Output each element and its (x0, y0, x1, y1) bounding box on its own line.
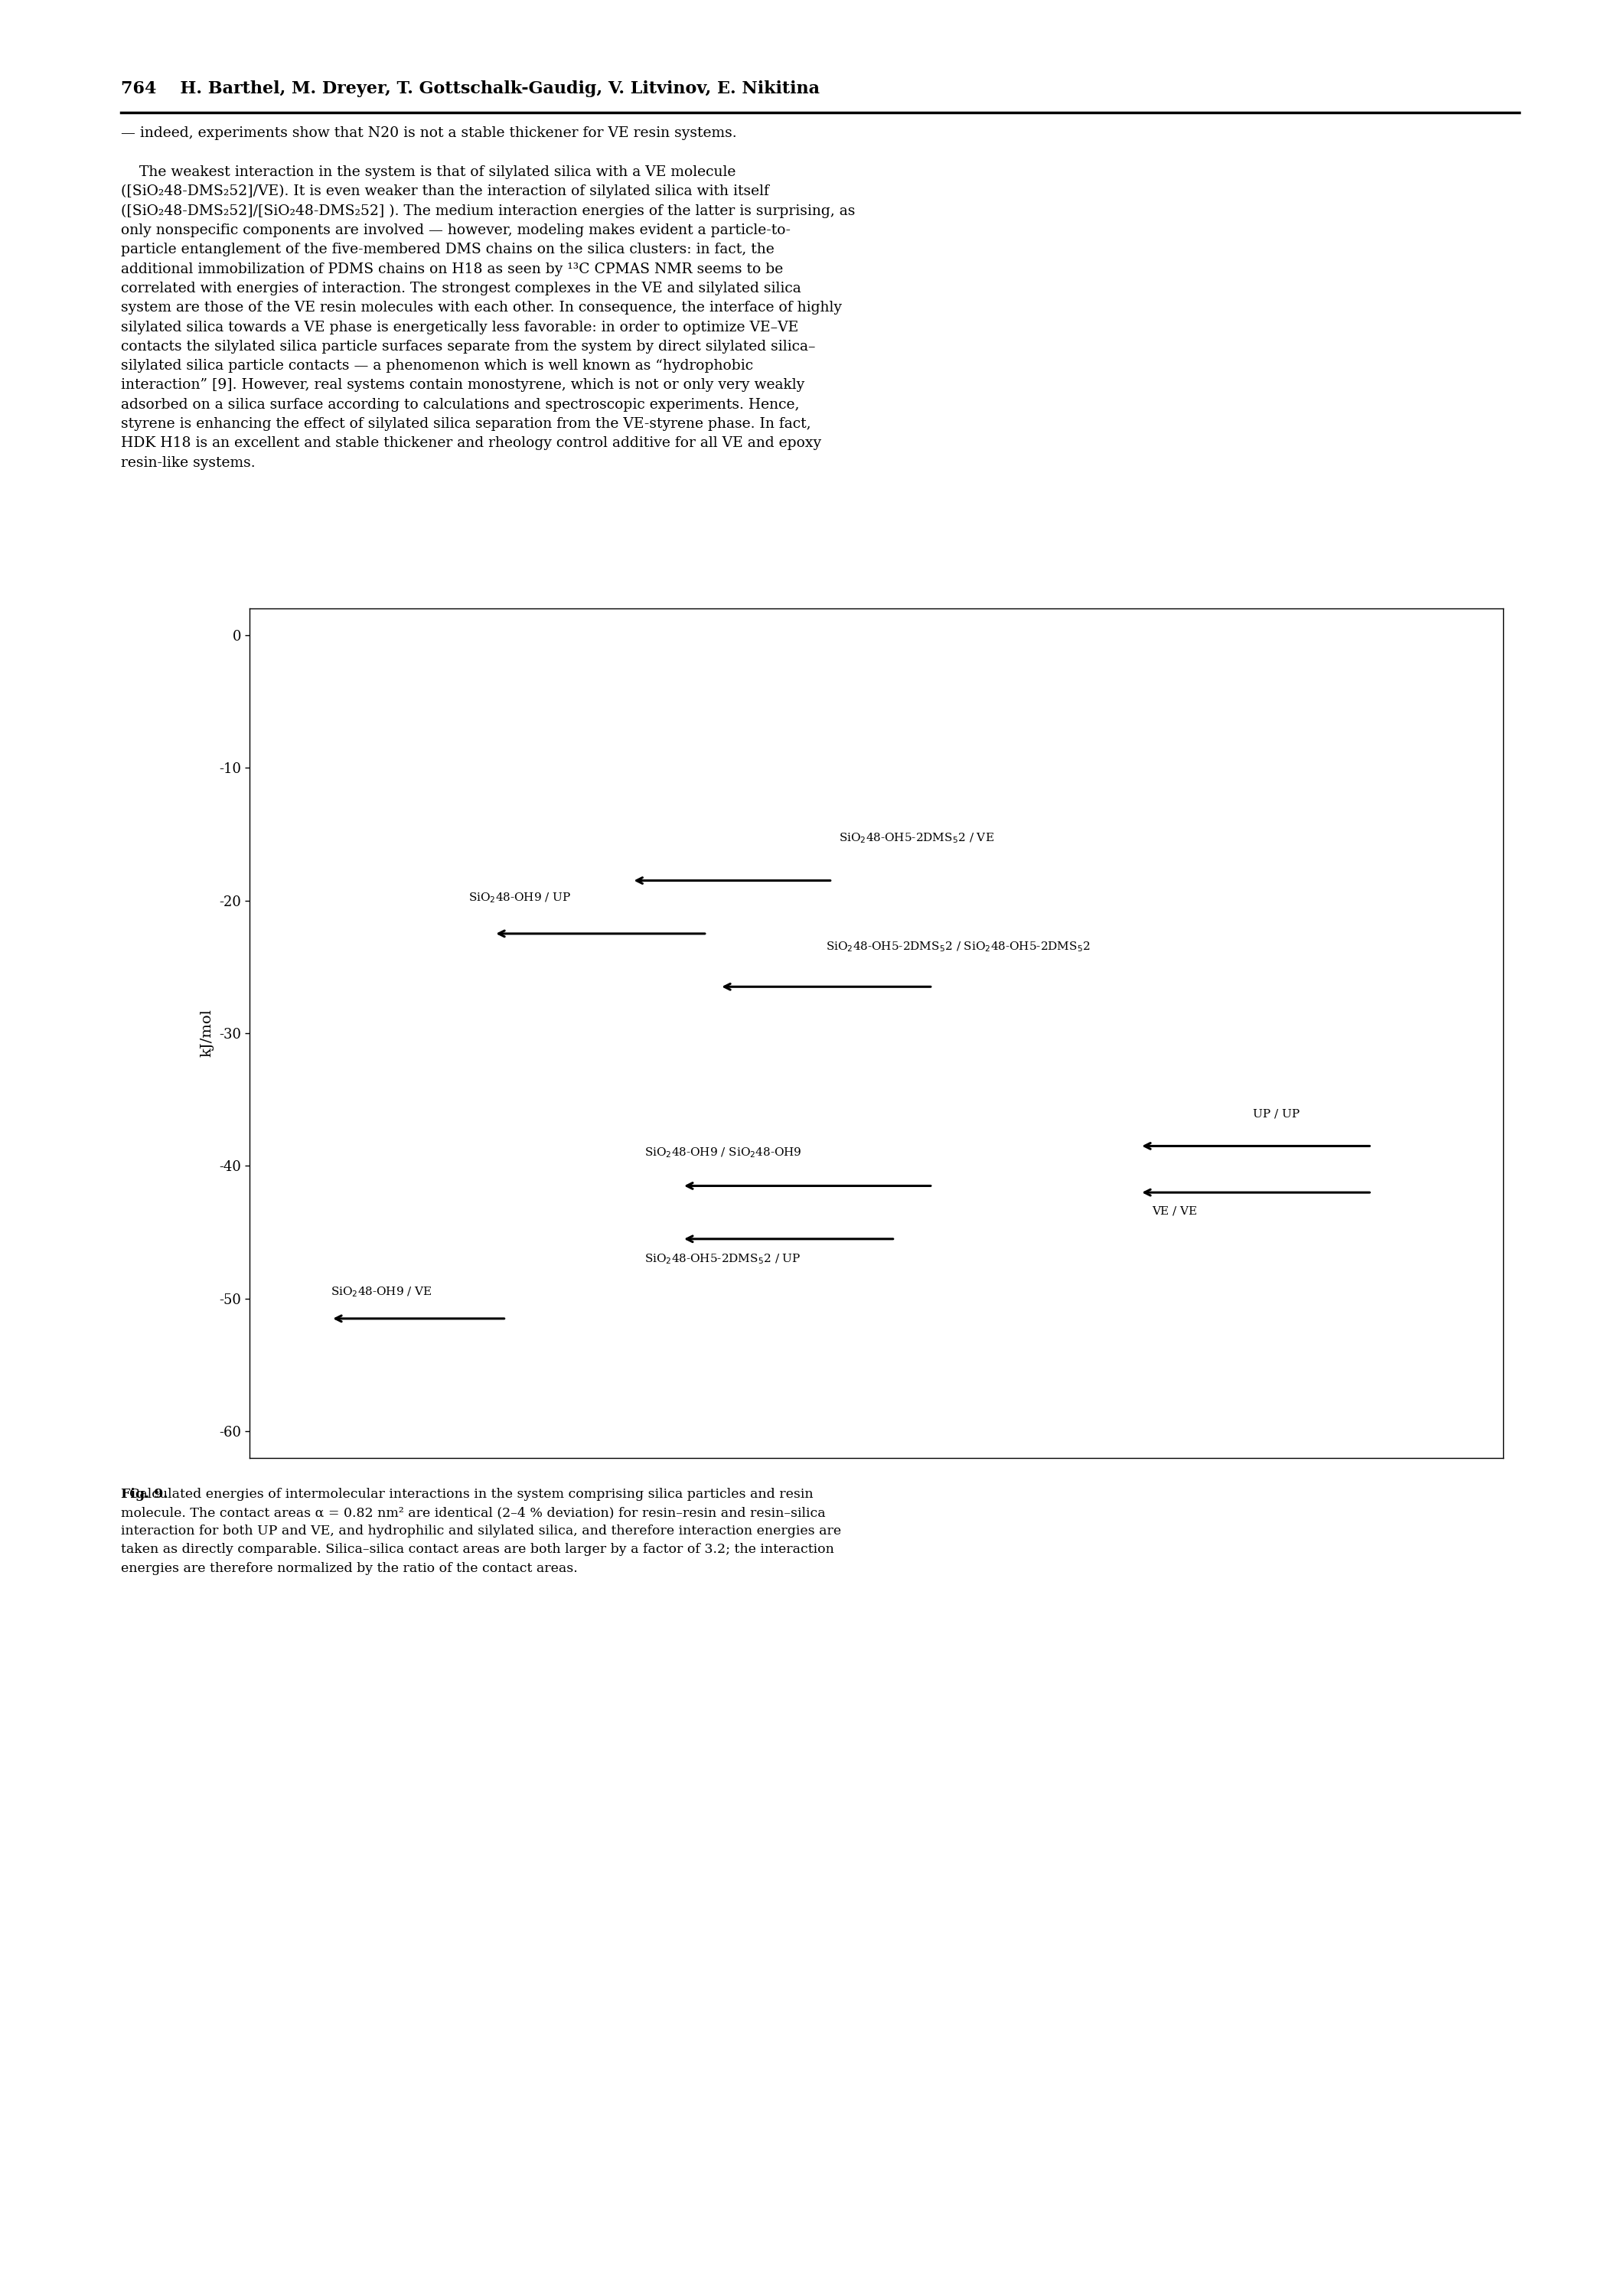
Text: Fig. 9.: Fig. 9. (121, 1488, 167, 1502)
Text: SiO$_{2}$48-OH9 / SiO$_{2}$48-OH9: SiO$_{2}$48-OH9 / SiO$_{2}$48-OH9 (645, 1146, 802, 1159)
Text: UP / UP: UP / UP (1253, 1109, 1299, 1120)
Text: VE / VE: VE / VE (1153, 1205, 1198, 1217)
Y-axis label: kJ/mol: kJ/mol (199, 1010, 214, 1056)
Text: 764    H. Barthel, M. Dreyer, T. Gottschalk-Gaudig, V. Litvinov, E. Nikitina: 764 H. Barthel, M. Dreyer, T. Gottschalk… (121, 80, 820, 96)
Text: SiO$_{2}$48-OH9 / VE: SiO$_{2}$48-OH9 / VE (331, 1286, 433, 1300)
Text: SiO$_{2}$48-OH5-2DMS$_{5}$2 / UP: SiO$_{2}$48-OH5-2DMS$_{5}$2 / UP (645, 1251, 801, 1265)
Text: SiO$_{2}$48-OH5-2DMS$_{5}$2 / SiO$_{2}$48-OH5-2DMS$_{5}$2: SiO$_{2}$48-OH5-2DMS$_{5}$2 / SiO$_{2}$4… (827, 939, 1090, 953)
Text: SiO$_{2}$48-OH5-2DMS$_{5}$2 / VE: SiO$_{2}$48-OH5-2DMS$_{5}$2 / VE (839, 831, 994, 845)
Text: — indeed, experiments show that N20 is not a stable thickener for VE resin syste: — indeed, experiments show that N20 is n… (121, 126, 855, 471)
Text: SiO$_{2}$48-OH9 / UP: SiO$_{2}$48-OH9 / UP (468, 891, 571, 905)
Text: Calculated energies of intermolecular interactions in the system comprising sili: Calculated energies of intermolecular in… (121, 1488, 841, 1575)
